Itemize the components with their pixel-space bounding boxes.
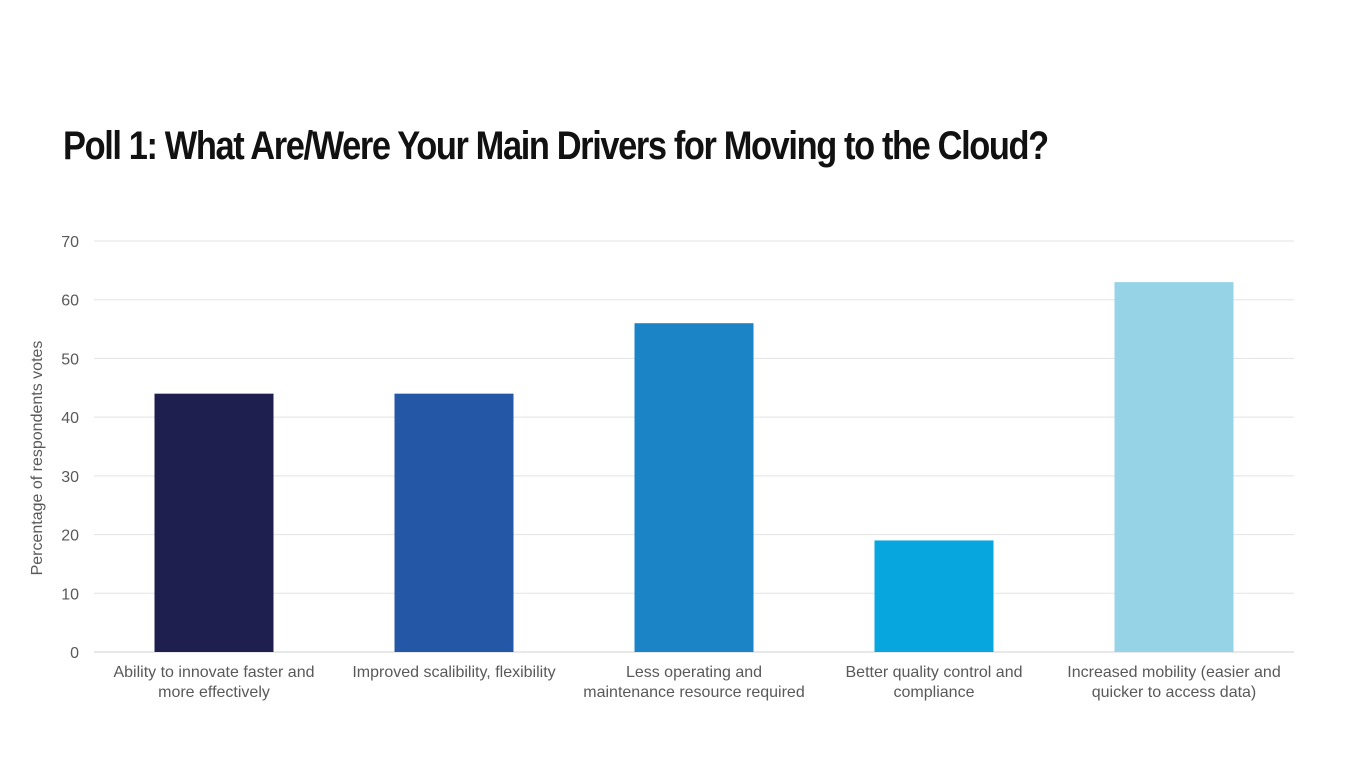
y-tick-label: 20: [61, 528, 79, 545]
y-tick-label: 40: [61, 410, 79, 427]
bar: [394, 393, 514, 652]
y-tick-label: 30: [61, 469, 79, 486]
bar: [874, 540, 994, 652]
y-tick-label: 10: [61, 586, 79, 603]
bar: [154, 393, 274, 652]
x-category-label: Ability to innovate faster and: [113, 664, 314, 681]
x-category-label: Improved scalibility, flexibility: [352, 664, 555, 681]
chart-title: Poll 1: What Are/Were Your Main Drivers …: [63, 124, 1049, 168]
bar: [634, 323, 754, 652]
y-tick-label: 70: [61, 234, 79, 251]
x-category-label: quicker to access data): [1092, 684, 1257, 701]
x-category-label: more effectively: [158, 684, 270, 701]
bar: [1114, 282, 1234, 652]
y-tick-label: 0: [70, 645, 79, 662]
bars: [154, 282, 1234, 652]
y-tick-label: 60: [61, 293, 79, 310]
x-category-label: Less operating and: [626, 664, 762, 681]
x-category-label: Better quality control and: [846, 664, 1023, 681]
y-axis-ticks: 0 10 20 30 40 50 60 70: [61, 234, 79, 662]
x-category-label: Increased mobility (easier and: [1067, 664, 1280, 681]
x-category-label: compliance: [894, 684, 975, 701]
x-axis-labels: Ability to innovate faster and more effec…: [113, 664, 1280, 701]
x-category-label: maintenance resource required: [583, 684, 804, 701]
y-tick-label: 50: [61, 351, 79, 368]
y-axis-label: Percentage of respondents votes: [29, 341, 46, 576]
